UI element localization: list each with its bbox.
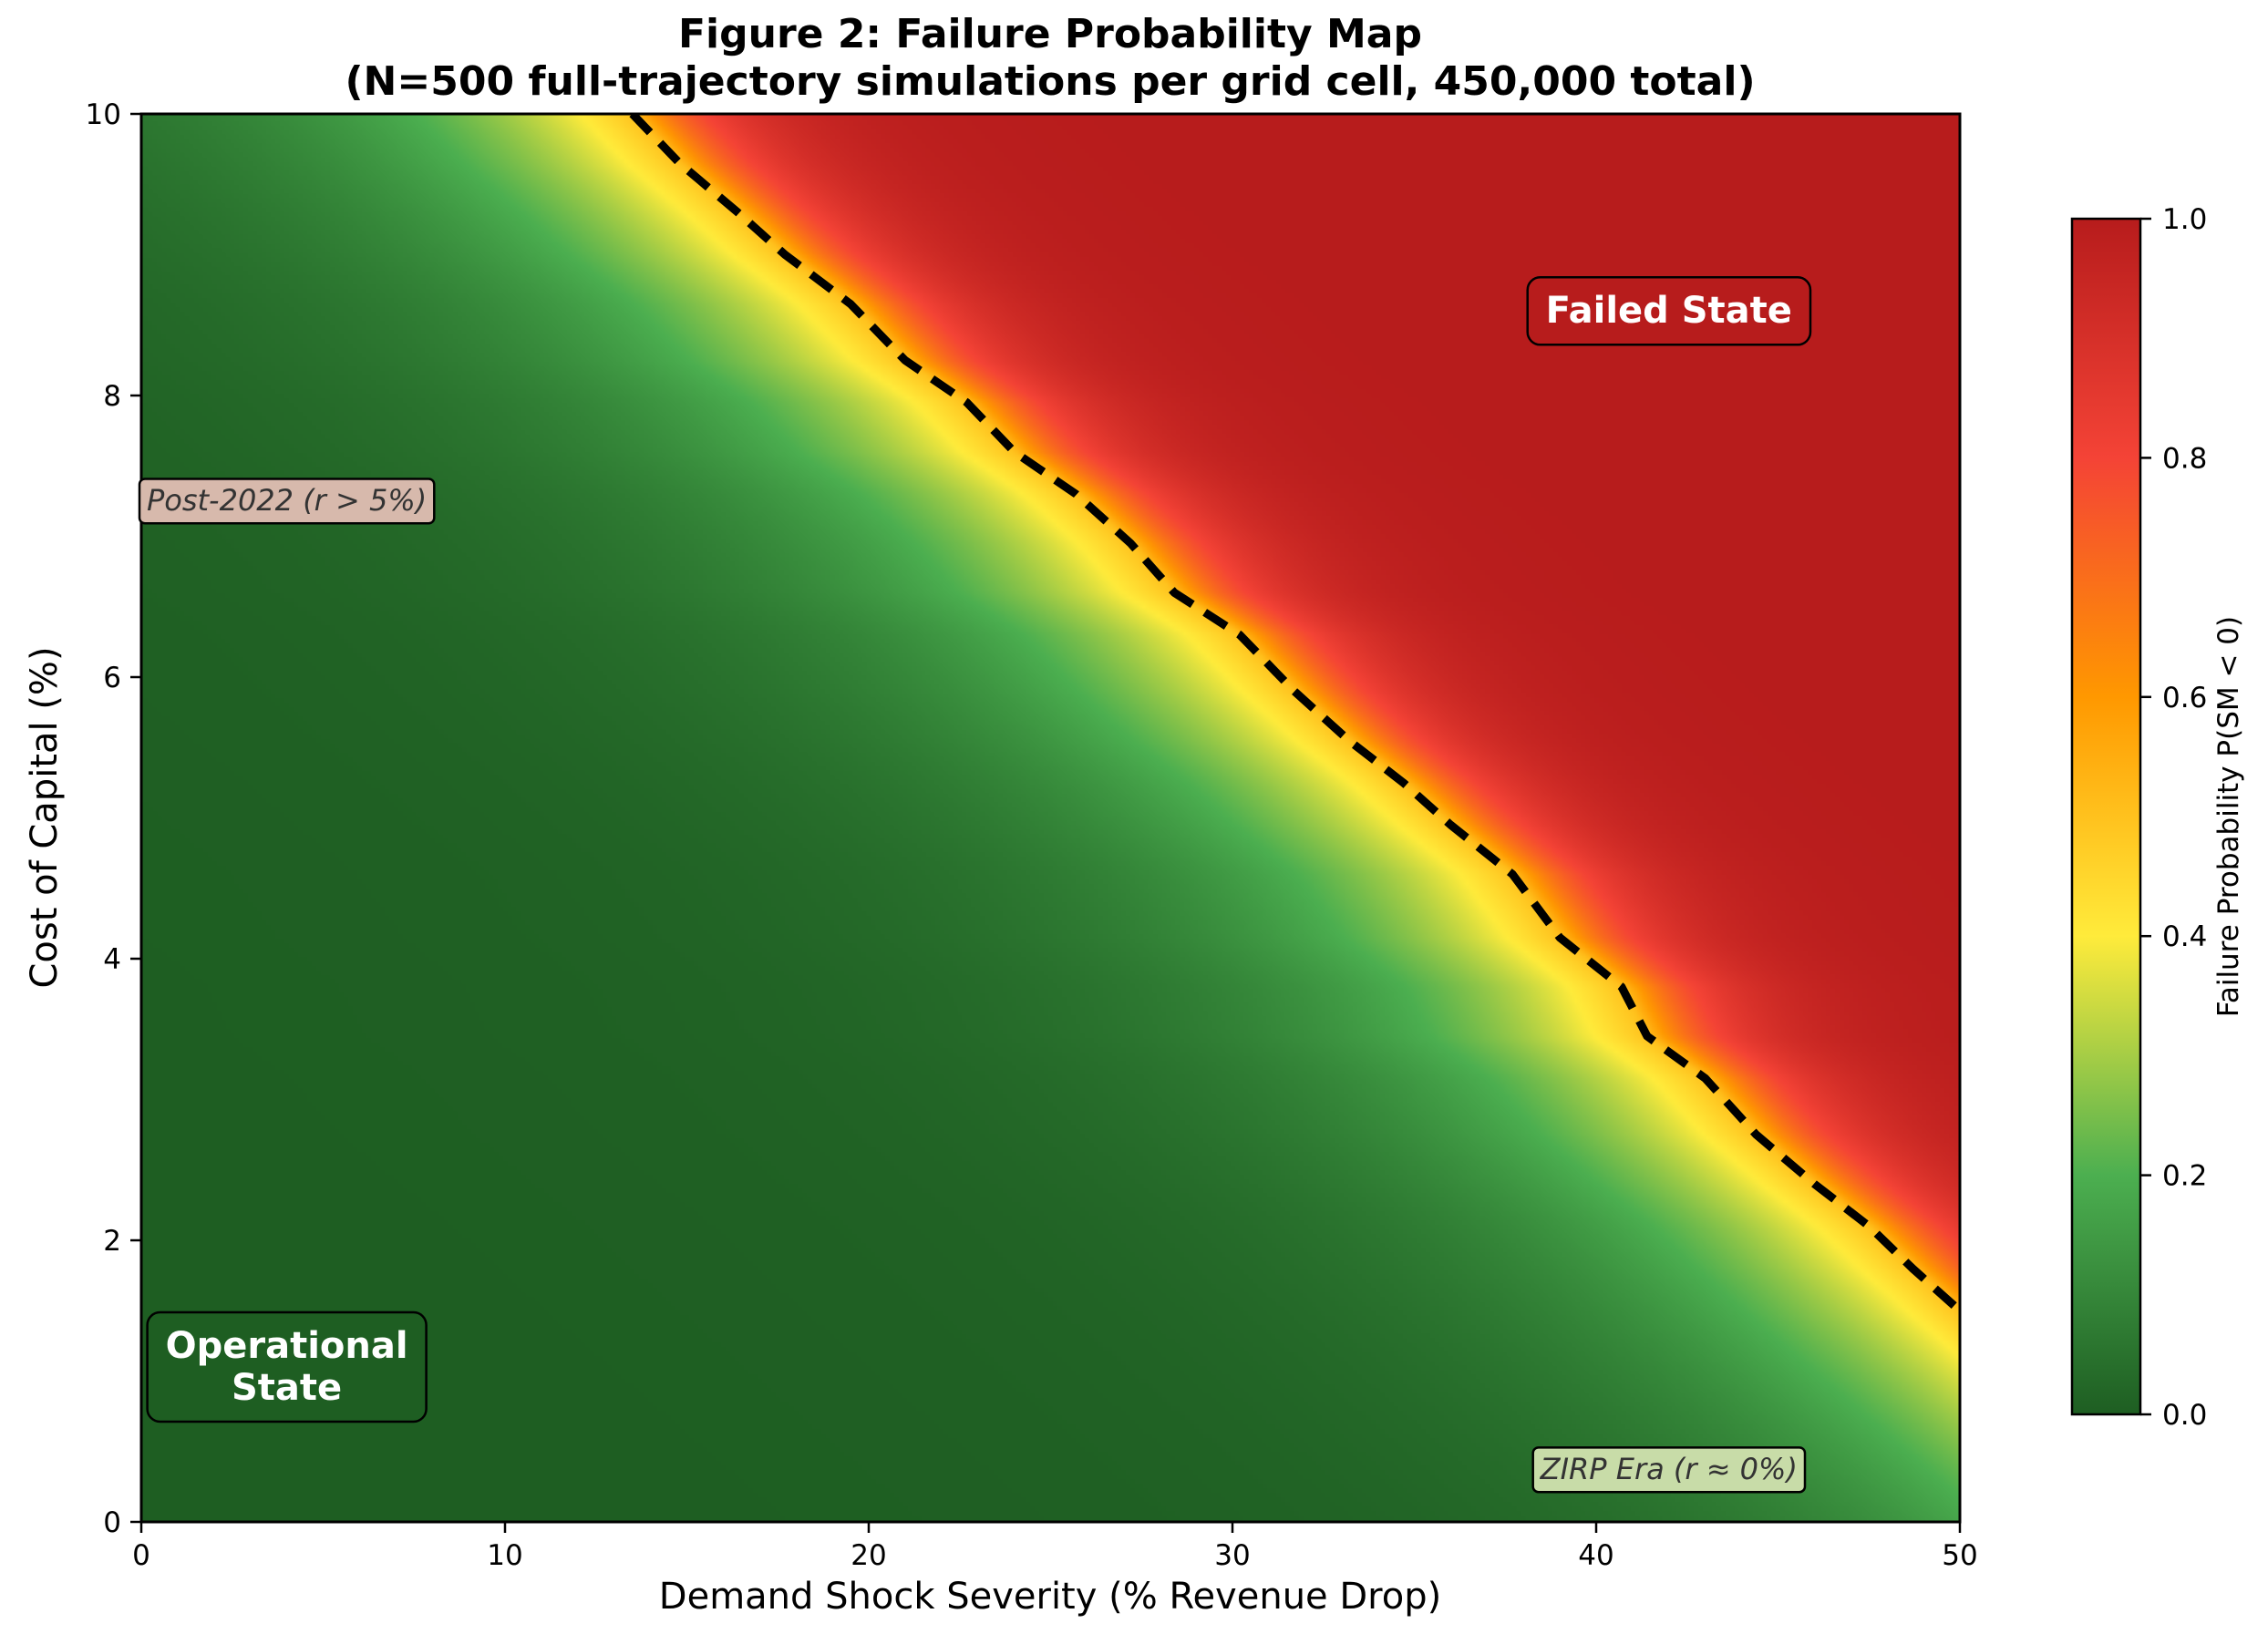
annotation-text: State	[232, 1367, 342, 1409]
annotation-text: Failed State	[1546, 290, 1792, 332]
failure-boundary-contour	[629, 114, 1960, 1314]
annotation-box	[138, 478, 436, 525]
x-tick-label: 50	[1942, 1539, 1977, 1572]
annotation-box	[1531, 1446, 1807, 1494]
y-tick-label: 6	[103, 662, 121, 694]
annotation-text: Post-2022 (r > 5%)	[147, 483, 427, 518]
colorbar-tick-label: 0.4	[2162, 920, 2207, 953]
colorbar: 0.0 0.2 0.4 0.6 0.8 1.0 Failure Probability P…	[2070, 203, 2245, 1432]
x-axis-label: Demand Shock Severity (% Revenue Drop)	[659, 1576, 1441, 1618]
y-tick-label: 0	[103, 1506, 121, 1539]
plot-area	[139, 112, 1962, 1524]
y-axis: 0 2 4 6 8 10	[86, 98, 141, 1539]
x-tick-label: 20	[850, 1539, 886, 1572]
plot-frame	[139, 112, 1962, 1524]
y-tick-label: 10	[86, 98, 121, 131]
annotation-zirp-era: ZIRP Era (r ≈ 0%)	[1531, 1446, 1807, 1494]
x-tick-label: 10	[487, 1539, 522, 1572]
colorbar-tick-label: 0.6	[2162, 682, 2207, 714]
heatmap-surface	[141, 114, 1960, 1522]
x-tick-label: 40	[1578, 1539, 1613, 1572]
annotation-box	[146, 1310, 428, 1423]
colorbar-tick-label: 0.0	[2162, 1399, 2207, 1432]
colorbar-gradient	[2070, 217, 2142, 1416]
colorbar-label: Failure Probability P(SM < 0)	[2212, 616, 2245, 1017]
colorbar-tick-label: 1.0	[2162, 203, 2207, 236]
annotation-post-2022: Post-2022 (r > 5%)	[138, 478, 436, 525]
chart-title-line1: Figure 2: Failure Probability Map	[678, 11, 1422, 57]
x-axis: 0 10 20 30 40 50	[132, 1522, 1978, 1572]
colorbar-tick-label: 0.2	[2162, 1160, 2207, 1193]
annotation-text: ZIRP Era (r ≈ 0%)	[1540, 1452, 1798, 1486]
x-tick-label: 0	[132, 1539, 150, 1572]
y-tick-label: 8	[103, 380, 121, 413]
x-tick-label: 30	[1214, 1539, 1250, 1572]
annotation-text: Operational	[166, 1325, 408, 1367]
y-axis-label: Cost of Capital (%)	[24, 646, 66, 988]
y-tick-label: 2	[103, 1225, 121, 1258]
y-tick-label: 4	[103, 943, 121, 976]
annotation-box	[1526, 276, 1812, 346]
annotation-failed-state: Failed State	[1526, 276, 1812, 346]
colorbar-tick-label: 0.8	[2162, 442, 2207, 475]
chart-title-line2: (N=500 full-trajectory simulations per g…	[345, 58, 1755, 105]
